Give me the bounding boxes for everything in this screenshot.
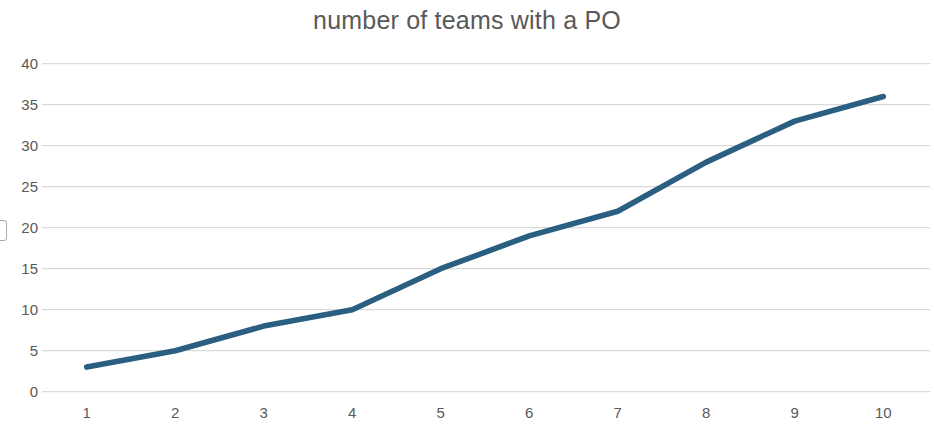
plot-area bbox=[0, 0, 934, 442]
x-tick-label: 7 bbox=[588, 404, 648, 422]
y-tick-label: 15 bbox=[0, 260, 38, 278]
y-tick-label: 5 bbox=[0, 342, 38, 360]
x-tick-label: 6 bbox=[499, 404, 559, 422]
y-tick-label: 40 bbox=[0, 55, 38, 73]
x-tick-label: 4 bbox=[322, 404, 382, 422]
y-tick-label: 10 bbox=[0, 301, 38, 319]
y-tick-label: 35 bbox=[0, 96, 38, 114]
y-tick-label: 25 bbox=[0, 178, 38, 196]
x-tick-label: 5 bbox=[411, 404, 471, 422]
x-tick-label: 3 bbox=[234, 404, 294, 422]
y-tick-label: 30 bbox=[0, 137, 38, 155]
clipped-edge-box bbox=[0, 220, 7, 241]
x-tick-label: 8 bbox=[676, 404, 736, 422]
line-chart: number of teams with a PO 05101520253035… bbox=[0, 0, 934, 442]
data-line bbox=[87, 97, 884, 368]
y-tick-label: 0 bbox=[0, 383, 38, 401]
x-tick-label: 9 bbox=[765, 404, 825, 422]
x-tick-label: 2 bbox=[145, 404, 205, 422]
x-tick-label: 1 bbox=[57, 404, 117, 422]
x-tick-label: 10 bbox=[853, 404, 913, 422]
